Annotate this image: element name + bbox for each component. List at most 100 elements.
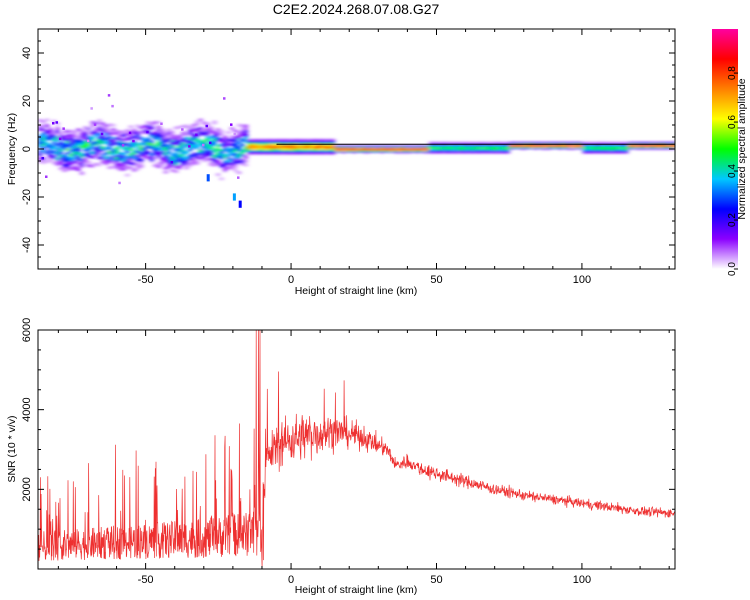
heatmap-cell xyxy=(477,146,482,148)
heatmap-cell xyxy=(174,152,179,155)
figure-title: C2E2.2024.268.07.08.G27 xyxy=(273,1,440,17)
heatmap-cell xyxy=(645,147,650,150)
heatmap-cell xyxy=(411,147,416,150)
heatmap-cell xyxy=(275,152,280,154)
heatmap-cell xyxy=(285,144,290,147)
heatmap-cell xyxy=(456,146,461,148)
heatmap-cell xyxy=(470,151,475,153)
heatmap-cell xyxy=(195,133,198,136)
heatmap-cell xyxy=(100,153,105,157)
heatmap-cell xyxy=(100,148,105,151)
heatmap-cell xyxy=(666,141,671,144)
heatmap-cell xyxy=(296,148,301,150)
heatmap-cell xyxy=(627,148,632,151)
heatmap-cell xyxy=(638,141,643,144)
heatmap-cell xyxy=(428,147,433,149)
heatmap-cell xyxy=(69,157,74,161)
heatmap-cell xyxy=(191,125,196,129)
heatmap-cell xyxy=(275,146,280,148)
heatmap-cell xyxy=(589,142,594,145)
heatmap-cell xyxy=(554,147,559,150)
heatmap-cell xyxy=(537,141,542,144)
heatmap-cell xyxy=(334,147,339,150)
heatmap-cell xyxy=(533,144,538,146)
heatmap-cell xyxy=(495,149,500,152)
heatmap-cell xyxy=(467,146,472,148)
heatmap-cell xyxy=(435,142,440,145)
heatmap-cell xyxy=(254,152,259,154)
heatmap-cell xyxy=(153,121,158,125)
heatmap-cell xyxy=(100,156,105,160)
heatmap-cell xyxy=(153,148,158,152)
heatmap-cell xyxy=(554,145,559,147)
heatmap-cell xyxy=(575,141,580,144)
heatmap-cell xyxy=(237,135,242,139)
heatmap-cell xyxy=(331,141,336,143)
heatmap-cell xyxy=(48,155,53,159)
heatmap-cell xyxy=(278,152,283,154)
heatmap-cell xyxy=(48,134,53,137)
heatmap-cell xyxy=(502,141,507,143)
heatmap-cell xyxy=(432,152,437,154)
heatmap-cell xyxy=(160,131,165,135)
heatmap-cell xyxy=(669,144,674,146)
heatmap-cell xyxy=(303,144,308,147)
heatmap-cell xyxy=(655,147,660,150)
heatmap-cell xyxy=(310,150,315,153)
heatmap-cell xyxy=(233,144,238,148)
heatmap-cell xyxy=(498,147,503,149)
heatmap-cell xyxy=(237,141,242,145)
heatmap-cell xyxy=(306,149,311,152)
heatmap-cell xyxy=(76,146,81,150)
heatmap-cell xyxy=(271,140,276,142)
heatmap-cell xyxy=(146,151,151,155)
heatmap-cell xyxy=(111,141,116,145)
heatmap-cell xyxy=(669,146,674,148)
heatmap-cell xyxy=(167,160,172,164)
heatmap-cell xyxy=(205,124,208,128)
heatmap-cell xyxy=(292,138,297,141)
heatmap-cell xyxy=(544,141,549,144)
heatmap-cell xyxy=(491,148,496,151)
heatmap-cell xyxy=(446,148,451,151)
heatmap-cell xyxy=(634,142,639,145)
heatmap-cell xyxy=(519,142,524,145)
spectrogram-y-tick-label: -20 xyxy=(21,189,33,205)
heatmap-cell xyxy=(292,144,297,147)
heatmap-cell xyxy=(174,142,179,145)
heatmap-cell xyxy=(247,141,252,143)
heatmap-cell xyxy=(230,165,235,169)
heatmap-cell xyxy=(275,147,280,149)
heatmap-cell xyxy=(90,155,95,159)
heatmap-cell xyxy=(264,149,269,152)
heatmap-cell xyxy=(606,151,611,153)
heatmap-cell xyxy=(299,153,304,155)
heatmap-cell xyxy=(191,124,196,127)
heatmap-cell xyxy=(121,146,126,150)
heatmap-cell xyxy=(38,157,43,160)
heatmap-cell xyxy=(160,122,163,125)
heatmap-cell xyxy=(257,141,262,143)
heatmap-cell xyxy=(55,126,60,130)
heatmap-cell xyxy=(366,147,371,150)
heatmap-cell xyxy=(135,124,140,128)
heatmap-cell xyxy=(446,147,451,149)
heatmap-cell xyxy=(226,143,231,147)
heatmap-cell xyxy=(352,147,357,150)
heatmap-cell xyxy=(617,152,622,154)
heatmap-cell xyxy=(181,128,184,131)
heatmap-cell xyxy=(544,147,549,150)
heatmap-cell xyxy=(153,156,158,160)
heatmap-cell xyxy=(355,145,360,147)
heatmap-cell xyxy=(257,150,262,153)
heatmap-cell xyxy=(320,153,325,155)
heatmap-cell xyxy=(219,132,224,136)
heatmap-cell xyxy=(387,148,392,151)
heatmap-cell xyxy=(446,149,451,152)
heatmap-cell xyxy=(121,144,125,147)
heatmap-cell xyxy=(589,151,594,153)
heatmap-cell xyxy=(453,148,458,151)
heatmap-cell xyxy=(202,159,207,163)
heatmap-cell xyxy=(65,138,70,142)
heatmap-cell xyxy=(488,152,493,154)
